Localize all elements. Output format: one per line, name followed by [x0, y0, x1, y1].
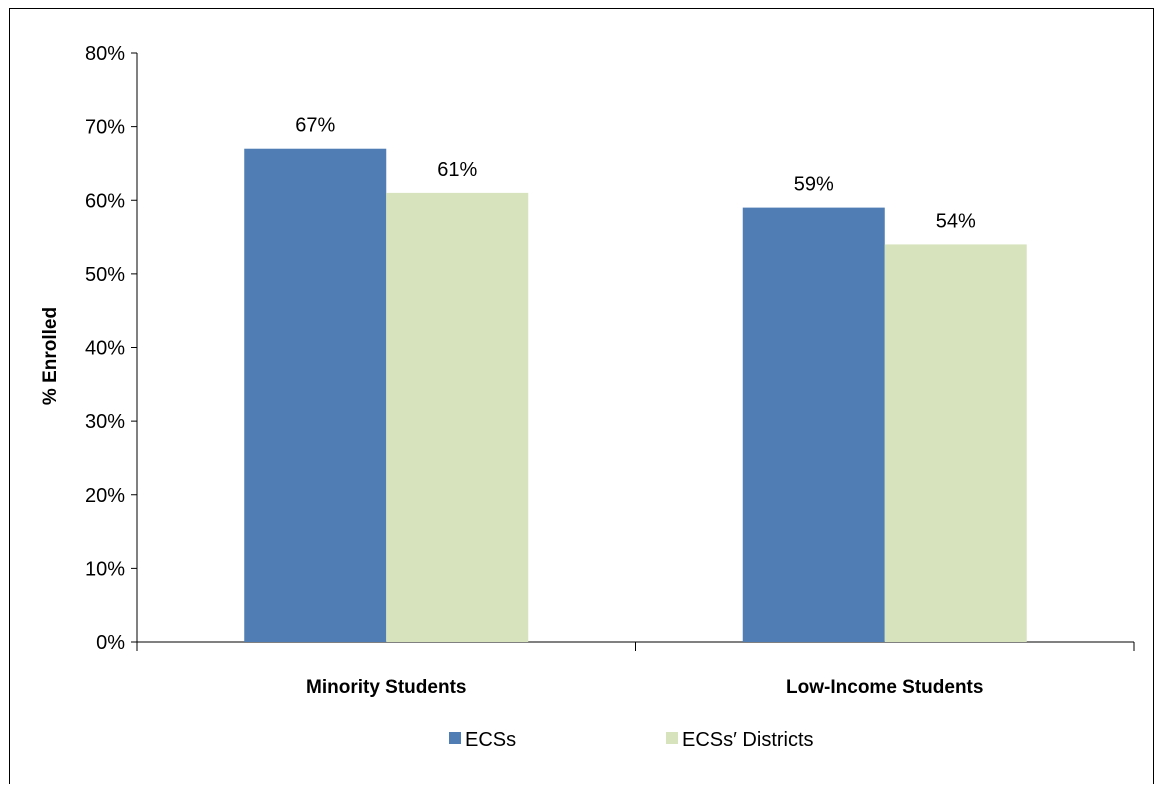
data-labels: 67% 61% 59% 54%: [295, 115, 976, 233]
y-tick-label: 60%: [85, 190, 125, 212]
y-tick-label: 80%: [85, 43, 125, 65]
data-label: 61%: [437, 159, 477, 181]
legend-swatch: [449, 732, 461, 744]
data-label: 54%: [936, 210, 976, 232]
bar: [386, 192, 529, 642]
bar: [244, 148, 387, 642]
bar: [742, 207, 885, 643]
legend: ECSs ECSs′ Districts: [449, 729, 814, 751]
data-label: 59%: [794, 174, 834, 196]
y-tick-label: 10%: [85, 558, 125, 580]
category-label: Low-Income Students: [786, 677, 983, 698]
y-axis: 0% 10% 20% 30% 40% 50% 60% 70% 80%: [85, 43, 138, 654]
category-label: Minority Students: [306, 677, 466, 698]
x-axis: Minority Students Low-Income Students: [136, 641, 1135, 698]
y-tick-label: 20%: [85, 485, 125, 507]
y-tick-label: 50%: [85, 264, 125, 286]
legend-label: ECSs′ Districts: [682, 729, 814, 751]
y-tick-label: 30%: [85, 411, 125, 433]
legend-swatch: [666, 732, 678, 744]
y-tick-label: 40%: [85, 338, 125, 360]
data-label: 67%: [295, 115, 335, 137]
y-tick-label: 0%: [96, 632, 125, 654]
bar: [884, 244, 1027, 643]
legend-label: ECSs: [465, 729, 516, 751]
y-tick-label: 70%: [85, 117, 125, 139]
bars: [244, 148, 1027, 643]
y-axis-title: % Enrolled: [40, 307, 61, 405]
chart-frame: [9, 8, 1154, 784]
